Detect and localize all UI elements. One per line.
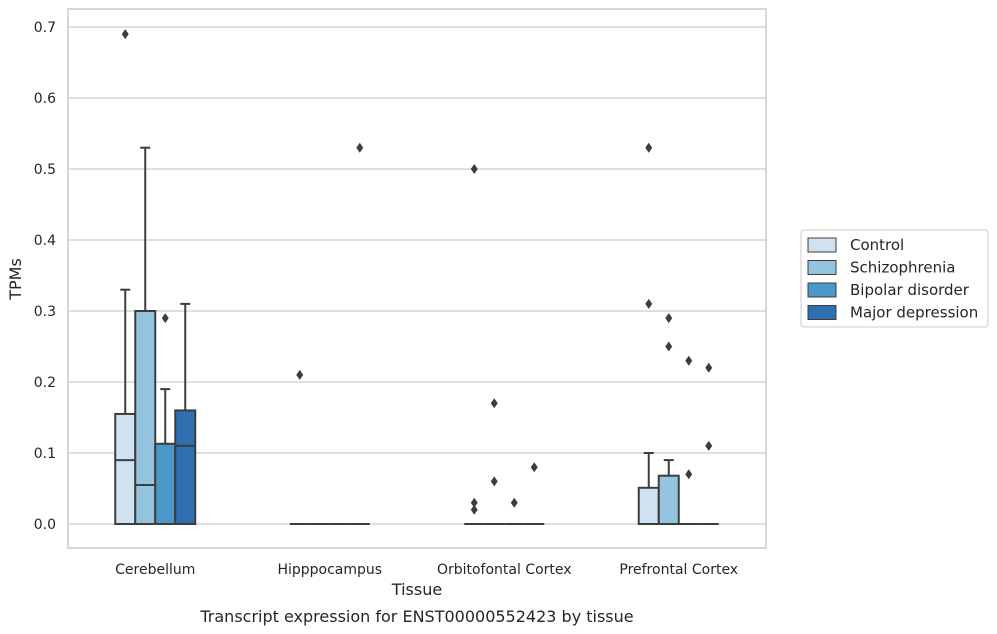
outlier-point xyxy=(490,398,498,409)
box-bipolar-disorder xyxy=(678,355,699,525)
y-tick-label: 0.2 xyxy=(34,375,56,391)
outlier-point xyxy=(705,440,713,451)
outlier-point xyxy=(665,341,673,352)
outlier-point xyxy=(665,313,673,324)
chart-caption: Transcript expression for ENST0000055242… xyxy=(199,607,633,626)
legend-label: Major depression xyxy=(850,304,978,322)
box-major-depression xyxy=(698,362,719,525)
legend-swatch xyxy=(807,237,837,253)
box-iqr xyxy=(174,409,197,525)
box-control xyxy=(114,29,137,526)
box-control xyxy=(289,369,310,525)
x-tick-label: Cerebellum xyxy=(115,562,195,578)
legend: Control Schizophrenia Bipolar disorder Majo… xyxy=(800,229,989,328)
box-schizophrenia xyxy=(657,313,680,525)
legend-frame xyxy=(800,229,989,328)
outlier-point xyxy=(490,476,498,487)
box-bipolar-disorder xyxy=(504,497,525,525)
box-schizophrenia xyxy=(484,398,505,525)
outlier-point xyxy=(510,497,518,508)
legend-swatch xyxy=(807,282,837,298)
box-major-depression xyxy=(174,302,197,525)
outlier-point xyxy=(296,369,304,380)
y-tick-label: 0.5 xyxy=(34,162,56,178)
y-tick-label: 0.1 xyxy=(34,446,56,462)
outlier-point xyxy=(685,355,693,366)
y-tick-label: 0.4 xyxy=(34,233,56,249)
outlier-point xyxy=(161,313,169,324)
outlier-point xyxy=(705,362,713,373)
x-tick-label: Orbitofontal Cortex xyxy=(437,562,572,578)
legend-label: Control xyxy=(850,236,904,254)
legend-label: Schizophrenia xyxy=(850,259,955,277)
outlier-point xyxy=(685,469,693,480)
legend-swatch xyxy=(807,260,837,275)
box-iqr xyxy=(154,442,177,525)
plot-area-frame xyxy=(67,8,767,549)
outlier-point xyxy=(121,29,129,40)
outlier-point xyxy=(470,164,478,174)
x-axis-ticks: Cerebellum Hipppocampus Orbitofontal Corte… xyxy=(115,562,738,578)
box-iqr xyxy=(637,486,660,526)
box-iqr xyxy=(114,412,137,526)
box-major-depression xyxy=(524,462,545,525)
box-control xyxy=(464,164,485,525)
y-axis-ticks: 0.0 0.1 0.2 0.3 0.4 0.5 0.6 0.7 xyxy=(34,20,56,533)
outlier-point xyxy=(530,462,538,473)
y-tick-label: 0.7 xyxy=(34,20,56,36)
y-axis-title: TPMs xyxy=(6,258,25,301)
y-tick-label: 0.3 xyxy=(34,304,56,320)
outlier-point xyxy=(645,298,653,309)
y-tick-label: 0.6 xyxy=(34,91,56,107)
x-tick-label: Prefrontal Cortex xyxy=(619,562,738,578)
x-tick-label: Hipppocampus xyxy=(277,562,382,578)
box-bipolar-disorder xyxy=(154,313,177,525)
legend-label: Bipolar disorder xyxy=(850,281,970,299)
box-schizophrenia xyxy=(134,146,157,525)
legend-swatch xyxy=(807,305,837,320)
box-major-depression xyxy=(349,142,370,525)
outlier-point xyxy=(470,504,478,515)
x-axis-title: Tissue xyxy=(391,580,442,599)
outlier-point xyxy=(645,142,653,153)
box-iqr xyxy=(134,310,157,525)
outlier-point xyxy=(356,142,364,153)
outlier-point xyxy=(470,497,478,508)
box-control xyxy=(637,142,660,526)
box-plots xyxy=(114,29,719,526)
box-iqr xyxy=(657,474,680,525)
y-tick-label: 0.0 xyxy=(34,517,56,533)
